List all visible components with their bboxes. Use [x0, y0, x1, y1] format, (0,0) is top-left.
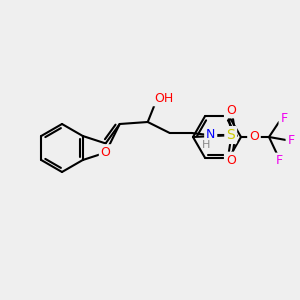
Text: O: O — [101, 146, 110, 159]
Text: OH: OH — [154, 92, 173, 104]
Text: F: F — [287, 134, 295, 146]
Text: O: O — [249, 130, 259, 143]
Text: S: S — [226, 128, 235, 142]
Text: O: O — [226, 103, 236, 116]
Text: N: N — [206, 128, 215, 142]
Text: F: F — [280, 112, 288, 125]
Text: F: F — [275, 154, 283, 167]
Text: H: H — [202, 140, 210, 150]
Text: O: O — [226, 154, 236, 166]
